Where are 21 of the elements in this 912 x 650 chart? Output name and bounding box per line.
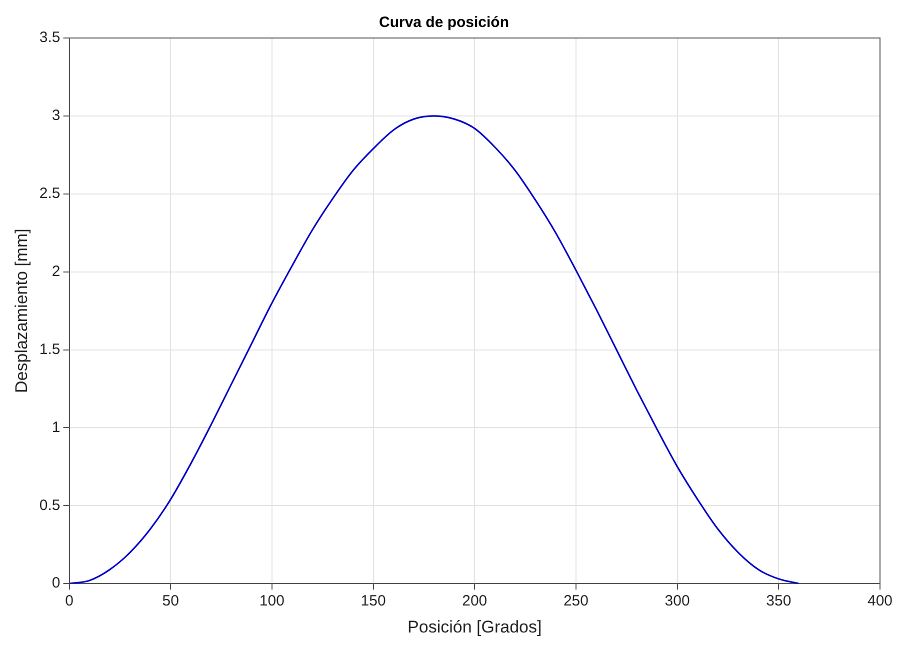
y-tick-label: 2.5: [39, 185, 60, 202]
y-tick-label: 1.5: [39, 340, 60, 358]
x-tick-label: 50: [162, 592, 179, 610]
x-tick-label: 350: [766, 592, 792, 610]
x-tick-label: 300: [664, 592, 690, 610]
x-tick-label: 150: [360, 592, 386, 610]
x-tick-label: 400: [867, 592, 893, 610]
y-tick-label: 0.5: [39, 496, 60, 514]
x-tick-label: 0: [65, 592, 74, 610]
y-tick-label: 3: [52, 107, 60, 124]
x-tick-label: 250: [563, 592, 588, 610]
y-tick-label: 3.5: [39, 29, 60, 46]
chart-title: Curva de posición: [378, 14, 510, 32]
y-tick-label: 1: [52, 418, 60, 436]
x-tick-label: 200: [462, 592, 488, 610]
x-tick-label: 100: [259, 592, 284, 610]
line-series: [69, 115, 800, 584]
x-axis-title: Posición [Grados]: [408, 617, 542, 636]
y-tick-label: 2: [52, 262, 60, 280]
y-axis-title: Desplazamiento [mm]: [12, 228, 31, 393]
y-tick-label: 0: [52, 574, 60, 592]
